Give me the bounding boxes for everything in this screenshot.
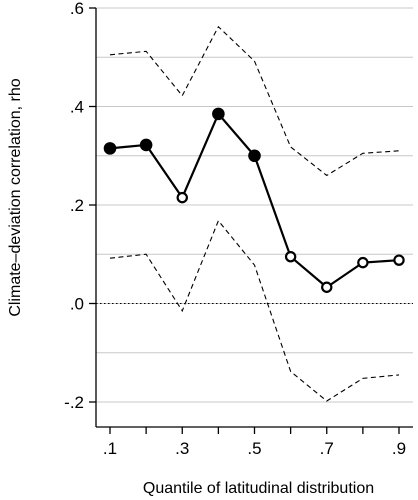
open-point [357,256,369,269]
series-lines [109,25,400,402]
filled-point [248,149,261,163]
y-tick-label: .6 [70,0,84,18]
y-axis-ticks [89,7,96,403]
y-tick-label: -.2 [64,393,84,412]
y-tick-label: .0 [70,295,84,314]
upper-bound-line [109,25,400,177]
x-tick-label: .9 [392,439,406,458]
gridlines [96,7,413,403]
x-tick-label: .5 [247,439,261,458]
filled-point [103,142,117,155]
y-tick-label: .2 [70,196,84,215]
y-tick-label: .4 [70,98,84,117]
x-tick-label: .7 [320,439,334,458]
x-tick-label: .1 [103,439,117,458]
x-axis-ticks [109,427,400,434]
filled-point [139,138,153,152]
lower-bound-line [109,219,400,402]
series-markers [103,107,405,293]
filled-point [212,107,225,121]
rho-line [109,112,400,289]
y-axis-title: Climate–deviation correlation, rho [7,78,24,316]
open-point [393,254,405,266]
y-tick-labels: -.2 .0 .2 .4 .6 [64,0,84,412]
plot-frame [95,8,413,428]
open-point [284,251,297,263]
x-tick-label: .3 [175,439,189,458]
open-point [176,191,188,204]
x-axis-title: Quantile of latitudinal distribution [143,480,374,497]
open-point [321,281,333,293]
x-tick-labels: .1 .3 .5 .7 .9 [103,439,406,458]
